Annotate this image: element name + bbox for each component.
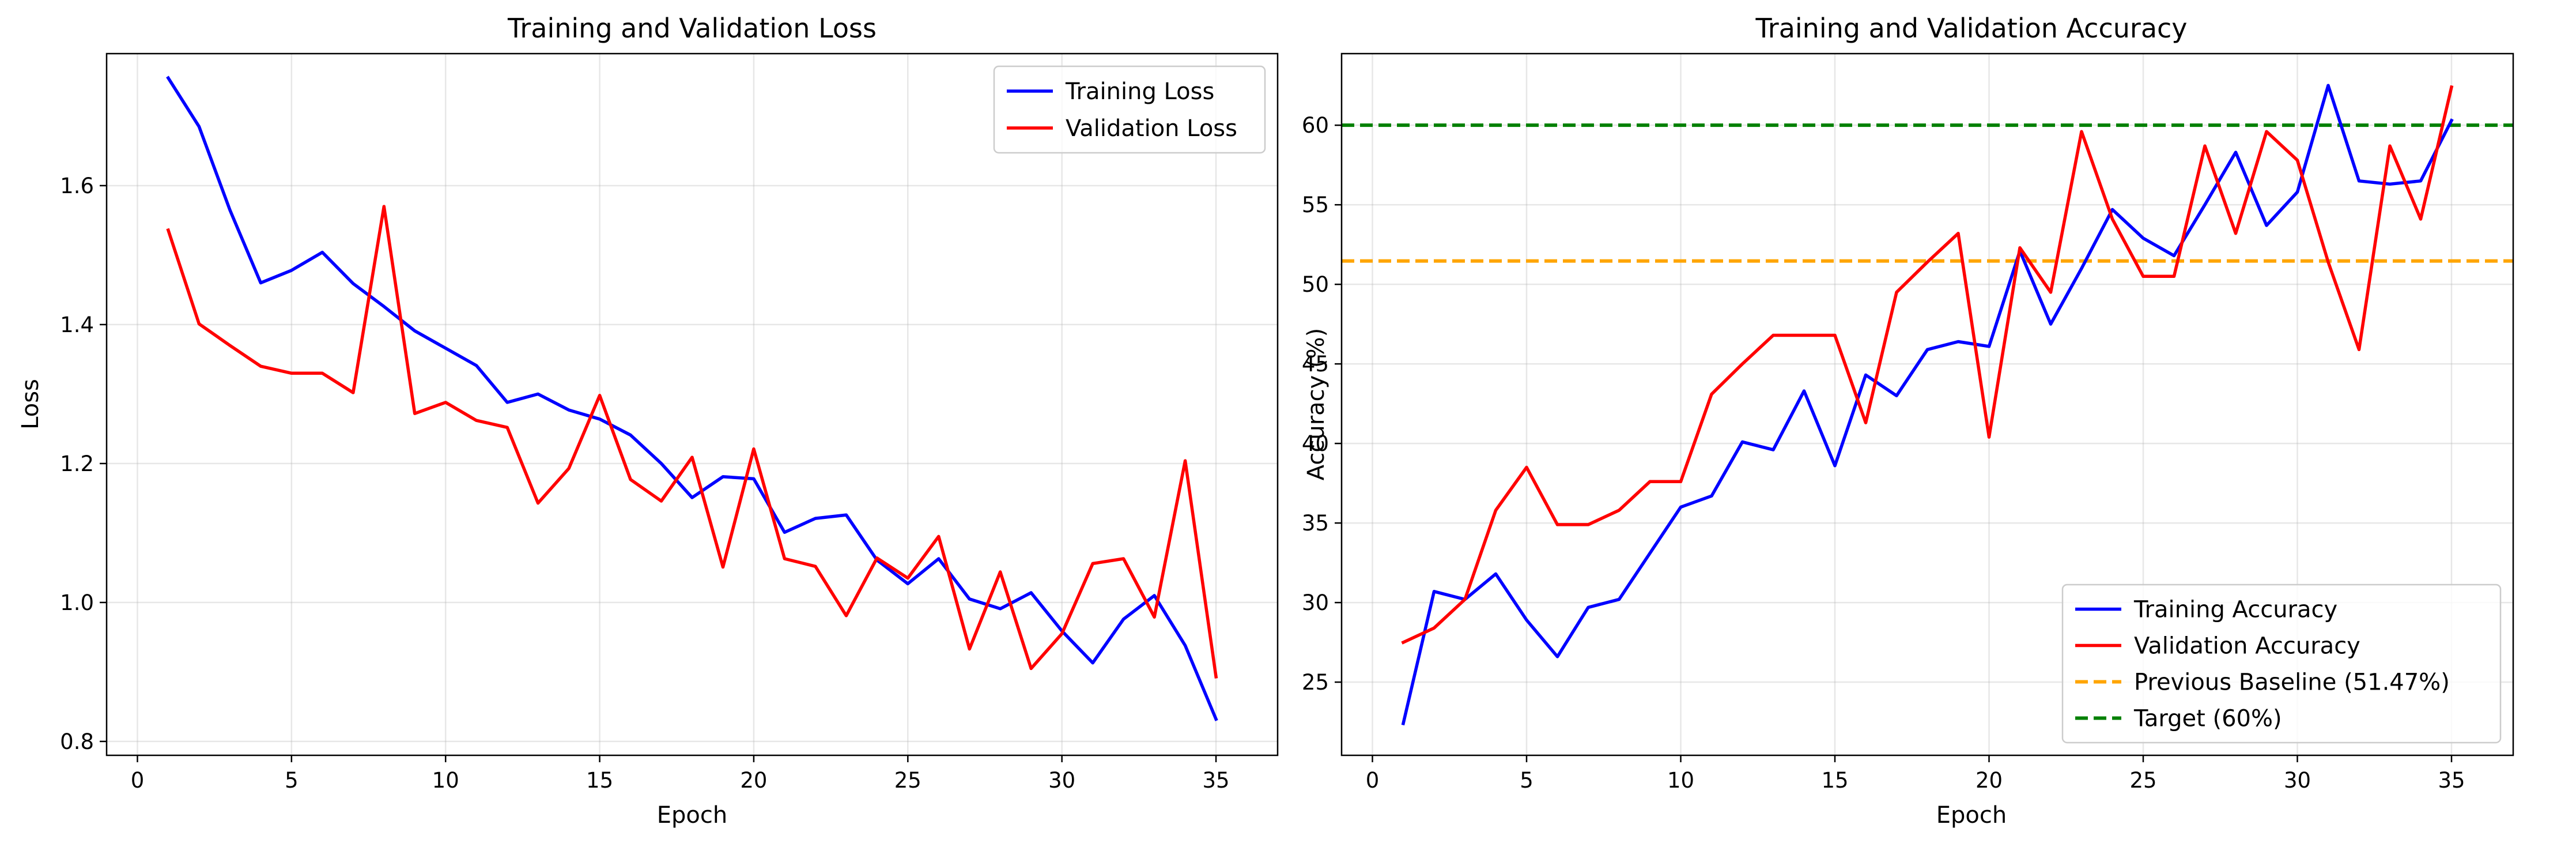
accuracy-y-tick-label: 30 xyxy=(1302,590,1329,615)
loss-x-axis-label: Epoch xyxy=(657,802,727,829)
accuracy-x-tick-label: 15 xyxy=(1821,768,1848,793)
loss-x-ticks: 0 5 10 15 20 25 30 35 xyxy=(131,755,1230,793)
loss-chart: Training and Validation Loss 0 5 10 15 20 25 3… xyxy=(17,13,1279,829)
loss-x-tick-label: 5 xyxy=(285,768,299,793)
validation-loss-legend-label: Validation Loss xyxy=(1066,115,1237,142)
accuracy-y-tick-label: 50 xyxy=(1302,272,1329,297)
accuracy-x-tick-label: 35 xyxy=(2438,768,2465,793)
loss-y-tick-label: 1.0 xyxy=(60,590,94,615)
accuracy-x-tick-label: 20 xyxy=(1976,768,2003,793)
accuracy-y-tick-label: 25 xyxy=(1302,670,1329,695)
loss-x-tick-label: 30 xyxy=(1048,768,1075,793)
loss-x-tick-label: 35 xyxy=(1203,768,1230,793)
accuracy-y-tick-label: 45 xyxy=(1302,352,1329,377)
accuracy-plot-frame xyxy=(1340,52,2514,756)
loss-y-ticks: 0.8 1.0 1.2 1.4 1.6 xyxy=(60,174,107,754)
loss-y-tick-label: 1.4 xyxy=(60,313,94,337)
previous-baseline-51-47-legend-label: Previous Baseline (51.47%) xyxy=(2134,669,2450,696)
accuracy-x-axis-label: Epoch xyxy=(1936,802,2007,829)
accuracy-x-tick-label: 10 xyxy=(1667,768,1694,793)
loss-x-tick-label: 0 xyxy=(131,768,145,793)
accuracy-y-axis-label: Accuracy (%) xyxy=(1303,328,1329,481)
loss-y-tick-label: 1.6 xyxy=(60,174,94,198)
loss-chart-title: Training and Validation Loss xyxy=(507,13,877,44)
accuracy-x-tick-label: 25 xyxy=(2129,768,2156,793)
accuracy-y-ticks: 25 30 35 40 45 50 55 60 xyxy=(1302,113,1342,695)
loss-legend-box xyxy=(993,65,1266,154)
loss-x-tick-label: 15 xyxy=(586,768,613,793)
loss-x-tick-label: 25 xyxy=(894,768,921,793)
training-accuracy-line xyxy=(1401,84,2454,726)
accuracy-x-tick-label: 0 xyxy=(1366,768,1380,793)
validation-loss-line xyxy=(166,205,1218,679)
loss-y-tick-label: 0.8 xyxy=(60,729,94,754)
accuracy-x-tick-label: 5 xyxy=(1520,768,1533,793)
accuracy-y-tick-label: 40 xyxy=(1302,431,1329,456)
loss-plot-frame xyxy=(105,52,1279,756)
accuracy-chart-title: Training and Validation Accuracy xyxy=(1755,13,2187,44)
loss-x-tick-label: 10 xyxy=(432,768,459,793)
accuracy-y-tick-label: 55 xyxy=(1302,193,1329,217)
accuracy-series xyxy=(1401,84,2454,726)
loss-y-axis-label: Loss xyxy=(17,379,44,430)
accuracy-chart: Training and Validation Accuracy 0 5 10 15 2… xyxy=(1302,13,2514,829)
accuracy-legend: Training Accuracy Validation Accuracy Prev… xyxy=(2061,584,2502,744)
accuracy-x-ticks: 0 5 10 15 20 25 30 35 xyxy=(1366,755,2465,793)
training-loss-line xyxy=(166,76,1218,721)
accuracy-reference-lines xyxy=(1342,123,2513,263)
validation-accuracy-legend-label: Validation Accuracy xyxy=(2134,633,2360,660)
loss-x-tick-label: 20 xyxy=(740,768,767,793)
validation-accuracy-line xyxy=(1401,85,2454,645)
accuracy-legend-box xyxy=(2061,584,2502,744)
accuracy-y-tick-label: 60 xyxy=(1302,113,1329,138)
loss-legend: Training Loss Validation Loss xyxy=(993,65,1266,154)
loss-grid xyxy=(107,54,1278,755)
training-accuracy-legend-label: Training Accuracy xyxy=(2133,597,2337,623)
accuracy-x-tick-label: 30 xyxy=(2284,768,2311,793)
training-loss-legend-label: Training Loss xyxy=(1065,78,1214,105)
loss-y-tick-label: 1.2 xyxy=(60,451,94,476)
target-60-legend-label: Target (60%) xyxy=(2133,706,2282,732)
accuracy-y-tick-label: 35 xyxy=(1302,511,1329,536)
loss-series xyxy=(166,76,1218,721)
